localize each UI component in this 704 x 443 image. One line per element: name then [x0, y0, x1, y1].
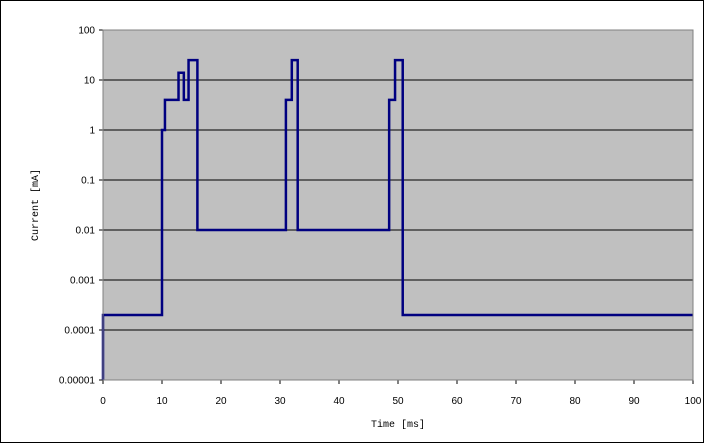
x-tick-label: 80: [569, 396, 581, 407]
y-axis-label: Current [mA]: [30, 169, 42, 241]
series-line: [101, 58, 693, 380]
x-tick-label: 90: [628, 396, 640, 407]
x-tick-label: 60: [451, 396, 463, 407]
y-tick-label: 0.0001: [64, 326, 95, 337]
y-tick-label: 0.1: [81, 176, 95, 187]
y-tick-label: 100: [78, 26, 95, 37]
x-axis-label: Time [ms]: [371, 419, 425, 431]
plot-border: [102, 29, 694, 381]
x-tick-label: 100: [685, 396, 702, 407]
x-tick-label: 20: [215, 396, 227, 407]
x-tick-label: 10: [156, 396, 168, 407]
y-tick-label: 0.001: [70, 276, 95, 287]
x-tick-label: 30: [274, 396, 286, 407]
x-tick-label: 0: [100, 396, 106, 407]
y-tick-label: 1: [89, 126, 95, 137]
x-tick-label: 40: [333, 396, 345, 407]
y-tick-label: 10: [84, 76, 96, 87]
x-tick-label: 70: [510, 396, 522, 407]
y-tick-label: 0.00001: [59, 376, 96, 387]
x-tick-label: 50: [392, 396, 404, 407]
plot-area: [103, 30, 693, 380]
y-tick-label: 0.01: [76, 226, 96, 237]
